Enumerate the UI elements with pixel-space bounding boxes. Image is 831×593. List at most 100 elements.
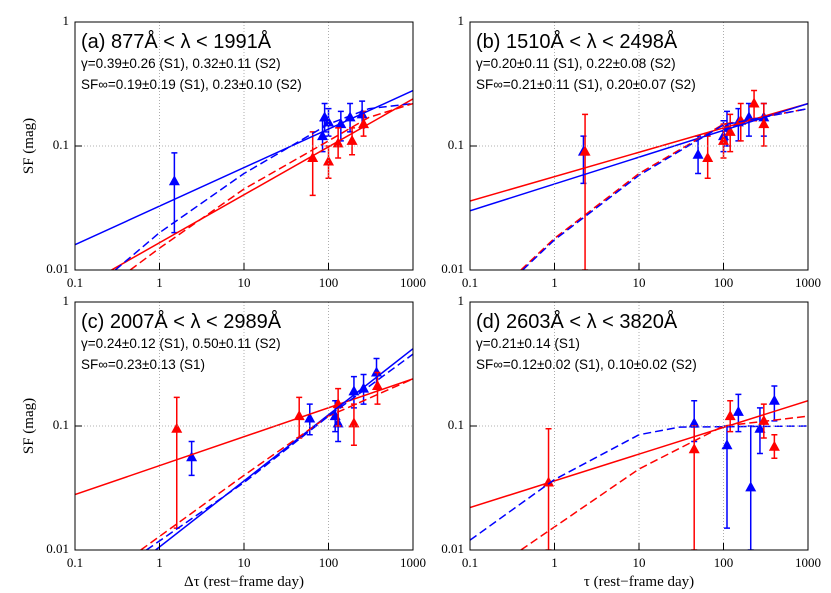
x-tick-label: 1 bbox=[551, 275, 558, 290]
triangle-marker bbox=[702, 152, 714, 163]
triangle-marker bbox=[371, 366, 383, 377]
x-tick-label: 10 bbox=[633, 555, 646, 570]
triangle-marker bbox=[332, 137, 344, 148]
y-axis-label: SF (mag) bbox=[21, 118, 37, 174]
fit-line bbox=[145, 353, 413, 550]
x-tick-label: 1000 bbox=[400, 555, 426, 570]
x-axis-label: Δτ (rest−frame day) bbox=[184, 574, 304, 590]
triangle-marker bbox=[186, 451, 198, 462]
x-tick-label: 100 bbox=[319, 275, 339, 290]
panel-title: (c) 2007Å < λ < 2989Å bbox=[81, 310, 282, 333]
triangle-marker bbox=[688, 443, 700, 454]
x-tick-label: 10 bbox=[238, 275, 251, 290]
fit-line bbox=[129, 102, 413, 270]
x-tick-label: 1 bbox=[156, 275, 163, 290]
error-bar bbox=[173, 396, 180, 529]
fit-line bbox=[140, 378, 413, 550]
fit-line bbox=[155, 348, 413, 550]
triangle-marker bbox=[348, 417, 360, 428]
triangle-marker bbox=[748, 97, 760, 108]
triangle-marker bbox=[346, 134, 358, 145]
y-tick-label: 1 bbox=[63, 293, 70, 308]
annotation: SF∞=0.21±0.11 (S1), 0.20±0.07 (S2) bbox=[476, 77, 696, 92]
fit-line bbox=[520, 415, 808, 550]
plot-frame bbox=[74, 21, 414, 271]
triangle-marker bbox=[304, 412, 316, 423]
triangle-marker bbox=[692, 148, 704, 159]
x-tick-label: 1000 bbox=[795, 555, 821, 570]
y-tick-label: 1 bbox=[63, 13, 70, 28]
y-tick-label: 0.1 bbox=[53, 417, 69, 432]
triangle-marker bbox=[171, 422, 183, 433]
plot-area bbox=[75, 348, 413, 550]
x-tick-label: 1 bbox=[551, 555, 558, 570]
y-tick-label: 0.01 bbox=[46, 261, 69, 276]
x-tick-label: 0.1 bbox=[67, 555, 83, 570]
fit-line bbox=[111, 98, 413, 270]
triangle-marker bbox=[745, 481, 757, 492]
y-tick-label: 1 bbox=[458, 293, 465, 308]
x-tick-label: 1000 bbox=[400, 275, 426, 290]
triangle-marker bbox=[371, 380, 383, 391]
error-bar bbox=[545, 428, 552, 550]
error-bar bbox=[309, 131, 316, 197]
fit-line bbox=[114, 102, 413, 270]
x-axis-label: τ (rest−frame day) bbox=[584, 574, 694, 590]
y-tick-label: 0.01 bbox=[46, 541, 69, 556]
x-tick-label: 100 bbox=[714, 275, 734, 290]
y-tick-label: 0.1 bbox=[448, 137, 464, 152]
x-tick-label: 100 bbox=[714, 555, 734, 570]
triangle-marker bbox=[579, 145, 591, 156]
triangle-marker bbox=[168, 175, 180, 186]
y-tick-label: 0.1 bbox=[53, 137, 69, 152]
annotation: SF∞=0.12±0.02 (S1), 0.10±0.02 (S2) bbox=[476, 357, 697, 372]
triangle-marker bbox=[688, 417, 700, 428]
fit-line bbox=[75, 378, 413, 496]
triangle-marker bbox=[758, 118, 770, 129]
y-tick-label: 0.01 bbox=[441, 261, 464, 276]
x-tick-label: 10 bbox=[633, 275, 646, 290]
y-axis-label: SF (mag) bbox=[21, 398, 37, 454]
x-tick-label: 0.1 bbox=[67, 275, 83, 290]
error-bar bbox=[582, 113, 589, 270]
x-tick-label: 0.1 bbox=[462, 555, 478, 570]
triangle-marker bbox=[348, 385, 360, 396]
fit-line bbox=[520, 107, 808, 270]
triangle-marker bbox=[754, 422, 766, 433]
annotation: SF∞=0.19±0.19 (S1), 0.23±0.10 (S2) bbox=[81, 77, 302, 92]
x-tick-label: 0.1 bbox=[462, 275, 478, 290]
plot-area bbox=[75, 89, 413, 270]
fit-line bbox=[522, 107, 808, 270]
triangle-marker bbox=[732, 405, 744, 416]
annotation: γ=0.21±0.14 (S1) bbox=[476, 336, 580, 351]
plot-frame bbox=[469, 301, 809, 551]
triangle-marker bbox=[307, 152, 319, 163]
triangle-marker bbox=[293, 410, 305, 421]
annotation: γ=0.24±0.12 (S1), 0.50±0.11 (S2) bbox=[81, 336, 281, 351]
x-tick-label: 10 bbox=[238, 555, 251, 570]
triangle-marker bbox=[721, 439, 733, 450]
x-tick-label: 100 bbox=[319, 555, 339, 570]
annotation: γ=0.20±0.11 (S1), 0.22±0.08 (S2) bbox=[476, 56, 676, 71]
plot-frame bbox=[74, 301, 414, 551]
y-tick-label: 1 bbox=[458, 13, 465, 28]
x-tick-label: 1 bbox=[156, 555, 163, 570]
fit-line bbox=[75, 89, 413, 246]
triangle-marker bbox=[768, 394, 780, 405]
panel-title: (b) 1510Å < λ < 2498Å bbox=[476, 30, 678, 53]
annotation: γ=0.39±0.26 (S1), 0.32±0.11 (S2) bbox=[81, 56, 281, 71]
x-tick-label: 1000 bbox=[795, 275, 821, 290]
panel-title: (a) 877Å < λ < 1991Å bbox=[81, 30, 272, 53]
fit-line bbox=[470, 399, 808, 509]
triangle-marker bbox=[724, 410, 736, 421]
triangle-marker bbox=[317, 130, 329, 141]
panel-title: (d) 2603Å < λ < 3820Å bbox=[476, 310, 678, 333]
annotation: SF∞=0.23±0.13 (S1) bbox=[81, 357, 205, 372]
triangle-marker bbox=[768, 440, 780, 451]
y-tick-label: 0.01 bbox=[441, 541, 464, 556]
plot-frame bbox=[469, 21, 809, 271]
y-tick-label: 0.1 bbox=[448, 417, 464, 432]
triangle-marker bbox=[758, 414, 770, 425]
triangle-marker bbox=[724, 125, 736, 136]
